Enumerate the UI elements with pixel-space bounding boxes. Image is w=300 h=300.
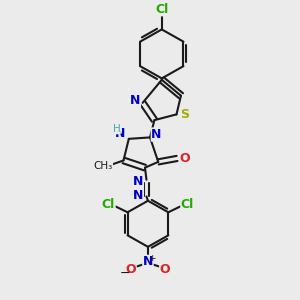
- Text: O: O: [160, 263, 170, 276]
- Text: O: O: [125, 263, 136, 276]
- Text: N: N: [133, 188, 143, 202]
- Text: Cl: Cl: [181, 198, 194, 211]
- Text: O: O: [179, 152, 190, 165]
- Text: H: H: [112, 124, 120, 134]
- Text: +: +: [148, 254, 156, 263]
- Text: CH₃: CH₃: [93, 160, 112, 171]
- Text: S: S: [180, 108, 189, 121]
- Text: N: N: [143, 255, 153, 268]
- Text: N: N: [133, 175, 143, 188]
- Text: Cl: Cl: [155, 3, 168, 16]
- Text: N: N: [116, 127, 126, 140]
- Text: −: −: [120, 267, 130, 280]
- Text: N: N: [151, 128, 162, 141]
- Text: N: N: [130, 94, 140, 107]
- Text: Cl: Cl: [102, 198, 115, 211]
